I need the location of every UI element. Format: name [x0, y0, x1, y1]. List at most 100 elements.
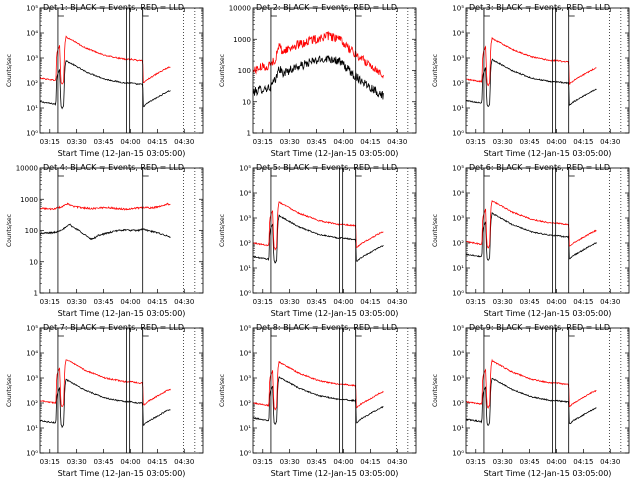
y-tick-label-7-1: 10¹ — [26, 425, 38, 433]
x-tick-label-6-4: 04:15 — [573, 298, 593, 306]
x-tick-label-4-3: 04:00 — [120, 298, 140, 306]
y-tick-label-2-0: 1 — [247, 130, 251, 138]
y-tick-label-9-5: 10⁵ — [452, 325, 464, 333]
series-line-lld-8 — [252, 361, 384, 411]
plot-title-1: Det 1: BLACK = Events, RED = LLD — [43, 3, 184, 12]
x-tick-label-8-5: 04:30 — [387, 458, 407, 466]
x-axis-label-6: Start Time (12-Jan-15 03:05:00) — [484, 309, 612, 318]
y-tick-label-6-1: 10¹ — [452, 265, 464, 273]
y-tick-label-3-5: 10⁵ — [452, 5, 464, 13]
y-tick-label-1-2: 10² — [26, 80, 38, 88]
y-tick-label-2-3: 1000 — [233, 36, 251, 44]
y-tick-label-5-5: 10⁵ — [239, 165, 251, 173]
y-tick-label-7-5: 10⁵ — [26, 325, 38, 333]
y-tick-label-8-4: 10⁴ — [239, 350, 251, 358]
marker-flag-1-1 — [142, 8, 149, 17]
x-tick-label-1-3: 04:00 — [120, 138, 140, 146]
x-tick-label-9-5: 04:30 — [600, 458, 620, 466]
y-tick-label-5-4: 10⁴ — [239, 190, 251, 198]
y-tick-label-3-2: 10² — [452, 80, 464, 88]
y-tick-label-2-4: 10000 — [229, 5, 251, 13]
x-tick-label-4-4: 04:15 — [147, 298, 167, 306]
x-tick-label-8-1: 03:30 — [280, 458, 300, 466]
detector-plot-6: Det 6: BLACK = Events, RED = LLD Counts/s… — [432, 163, 630, 318]
x-tick-label-7-5: 04:30 — [174, 458, 194, 466]
x-tick-label-3-0: 03:15 — [466, 138, 486, 146]
y-tick-label-8-3: 10³ — [239, 375, 251, 383]
plot-title-4: Det 4: BLACK = Events, RED = LLD — [43, 163, 184, 172]
marker-flag-4-1 — [142, 168, 149, 177]
detector-plot-3: Det 3: BLACK = Events, RED = LLD Counts/s… — [432, 3, 630, 158]
x-tick-label-7-4: 04:15 — [147, 458, 167, 466]
y-tick-label-9-1: 10¹ — [452, 425, 464, 433]
detector-plot-9: Det 9: BLACK = Events, RED = LLD Counts/s… — [432, 323, 630, 478]
plot-frame-6 — [465, 167, 630, 294]
y-tick-label-4-4: 10000 — [16, 165, 38, 173]
y-tick-label-9-0: 10⁰ — [452, 450, 464, 458]
y-tick-label-8-0: 10⁰ — [239, 450, 251, 458]
x-tick-label-1-0: 03:15 — [40, 138, 60, 146]
plot-title-5: Det 5: BLACK = Events, RED = LLD — [256, 163, 397, 172]
series-line-events-6 — [466, 212, 597, 261]
x-axis-label-4: Start Time (12-Jan-15 03:05:00) — [58, 309, 186, 318]
series-line-lld-6 — [466, 200, 597, 249]
series-line-events-8 — [252, 376, 384, 425]
marker-flag-7-0 — [57, 328, 64, 337]
y-tick-label-1-0: 10⁰ — [26, 130, 38, 138]
plot-title-8: Det 8: BLACK = Events, RED = LLD — [256, 323, 397, 332]
plot-title-7: Det 7: BLACK = Events, RED = LLD — [43, 323, 184, 332]
x-tick-label-3-3: 04:00 — [546, 138, 566, 146]
y-tick-label-6-0: 10⁰ — [452, 290, 464, 298]
y-tick-label-7-2: 10² — [26, 400, 38, 408]
x-tick-label-4-2: 03:45 — [93, 298, 113, 306]
x-tick-label-3-5: 04:30 — [600, 138, 620, 146]
x-axis-label-7: Start Time (12-Jan-15 03:05:00) — [58, 469, 186, 478]
y-tick-label-8-5: 10⁵ — [239, 325, 251, 333]
y-tick-label-7-0: 10⁰ — [26, 450, 38, 458]
x-tick-label-9-4: 04:15 — [573, 458, 593, 466]
series-line-events-5 — [252, 214, 384, 264]
y-axis-label-8: Counts/sec — [219, 374, 226, 407]
x-tick-label-2-0: 03:15 — [253, 138, 273, 146]
detector-plot-4: Det 4: BLACK = Events, RED = LLD Counts/s… — [6, 163, 204, 318]
y-tick-label-6-3: 10³ — [452, 215, 464, 223]
y-tick-label-6-5: 10⁵ — [452, 165, 464, 173]
y-tick-label-8-1: 10¹ — [239, 425, 251, 433]
x-axis-label-5: Start Time (12-Jan-15 03:05:00) — [271, 309, 399, 318]
detector-plot-1: Det 1: BLACK = Events, RED = LLD Counts/s… — [6, 3, 204, 158]
marker-flag-6-1 — [568, 168, 575, 177]
y-tick-label-4-1: 10 — [29, 258, 38, 266]
marker-flag-7-1 — [142, 328, 149, 337]
y-tick-label-1-3: 10³ — [26, 55, 38, 63]
series-line-events-7 — [39, 378, 171, 429]
y-tick-label-2-1: 10 — [242, 98, 251, 106]
y-tick-label-9-3: 10³ — [452, 375, 464, 383]
x-axis-label-1: Start Time (12-Jan-15 03:05:00) — [58, 149, 186, 158]
x-tick-label-3-2: 03:45 — [519, 138, 539, 146]
x-tick-label-6-2: 03:45 — [519, 298, 539, 306]
marker-flag-8-0 — [270, 328, 277, 337]
x-tick-label-3-4: 04:15 — [573, 138, 593, 146]
series-line-lld-1 — [39, 35, 171, 85]
marker-flag-1-0 — [57, 8, 64, 17]
plot-frame-8 — [252, 327, 417, 454]
x-tick-label-7-2: 03:45 — [93, 458, 113, 466]
x-axis-label-2: Start Time (12-Jan-15 03:05:00) — [271, 149, 399, 158]
plot-frame-9 — [465, 327, 630, 454]
series-line-events-1 — [39, 59, 171, 110]
series-line-lld-3 — [466, 36, 597, 87]
x-tick-label-1-5: 04:30 — [174, 138, 194, 146]
x-tick-label-3-1: 03:30 — [493, 138, 513, 146]
y-tick-label-6-4: 10⁴ — [452, 190, 464, 198]
y-axis-label-1: Counts/sec — [6, 54, 13, 87]
y-tick-label-6-2: 10² — [452, 240, 464, 248]
y-axis-label-2: Counts/sec — [219, 54, 226, 87]
y-tick-label-7-4: 10⁴ — [26, 350, 38, 358]
x-tick-label-2-1: 03:30 — [280, 138, 300, 146]
x-tick-label-4-0: 03:15 — [40, 298, 60, 306]
x-axis-label-3: Start Time (12-Jan-15 03:05:00) — [484, 149, 612, 158]
plot-frame-4 — [39, 167, 204, 294]
x-axis-label-9: Start Time (12-Jan-15 03:05:00) — [484, 469, 612, 478]
x-tick-label-9-1: 03:30 — [493, 458, 513, 466]
x-tick-label-9-0: 03:15 — [466, 458, 486, 466]
